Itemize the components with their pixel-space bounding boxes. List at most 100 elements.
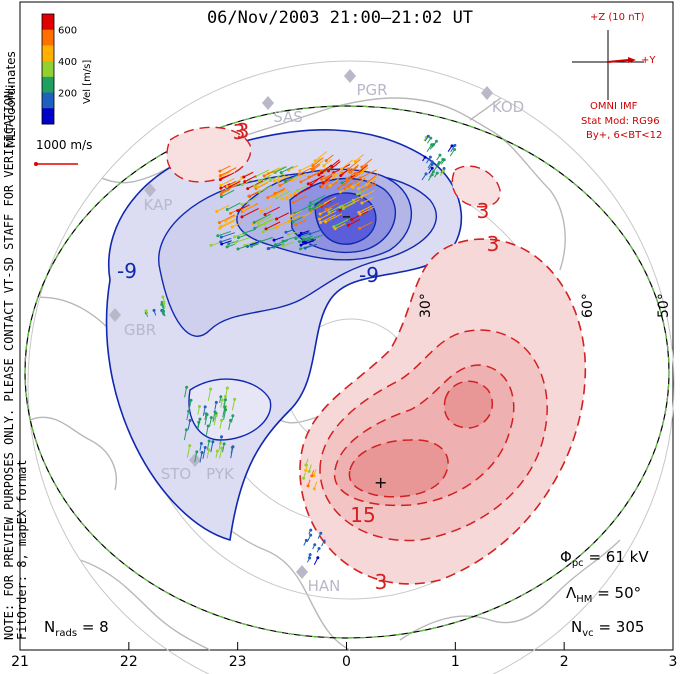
velocity-vector [268, 244, 281, 250]
vector-origin [308, 553, 312, 557]
velocity-vector [309, 203, 321, 210]
velocity-vector [260, 205, 272, 212]
velocity-vector [302, 212, 312, 218]
vector-origin [303, 246, 307, 250]
velocity-vector [188, 400, 192, 412]
velocity-vector [348, 179, 357, 187]
lat-label: 30° [418, 293, 434, 318]
vector-origin [243, 180, 247, 184]
velocity-vector [187, 420, 191, 430]
vector-origin [350, 217, 354, 221]
vector-origin [302, 237, 306, 241]
vector-origin [236, 209, 240, 213]
vector-origin [289, 214, 293, 218]
vector-origin [227, 242, 231, 246]
velocity-vector [299, 232, 309, 237]
velocity-vector [243, 171, 254, 178]
velocity-vector [328, 161, 341, 172]
velocity-vector [325, 213, 343, 223]
velocity-vector [202, 406, 206, 416]
velocity-vector [309, 229, 322, 235]
vector-origin [213, 410, 217, 414]
vector-origin [327, 210, 331, 214]
vector-origin [225, 185, 229, 189]
vector-origin [236, 247, 240, 251]
velocity-vector [359, 164, 368, 172]
velocity-vector [264, 170, 275, 177]
vector-origin [338, 208, 342, 212]
station-marker [262, 96, 274, 110]
vector-origin [231, 414, 235, 418]
velocity-vector [326, 181, 338, 188]
velocity-vector [361, 190, 375, 198]
velocity-vector [210, 441, 214, 453]
vector-origin [336, 186, 340, 190]
velocity-vector [343, 202, 356, 209]
colorbar-tick-label: 600 [58, 26, 77, 37]
vector-origin [209, 243, 213, 247]
velocity-vector [295, 218, 307, 226]
vector-origin [240, 203, 244, 207]
vector-origin [332, 174, 336, 178]
vector-origin [278, 184, 282, 188]
station-label: KAP [144, 196, 173, 214]
velocity-vector [367, 172, 380, 183]
vector-origin [442, 158, 446, 162]
vector-origin [283, 179, 287, 183]
vector-origin [324, 207, 328, 211]
vector-origin [215, 209, 219, 213]
velocity-vector [219, 214, 236, 224]
velocity-vector [288, 215, 301, 222]
vector-origin [223, 398, 227, 402]
velocity-vector [368, 180, 376, 187]
vector-origin [217, 221, 221, 225]
vector-origin [229, 418, 233, 422]
vector-origin [258, 224, 262, 228]
vector-origin [357, 187, 361, 191]
vector-origin [345, 177, 349, 181]
vector-origin [229, 211, 233, 215]
velocity-vector [212, 411, 216, 423]
colorbar-swatch [42, 61, 54, 78]
vector-origin [216, 234, 220, 238]
vector-origin [284, 230, 288, 234]
vector-origin [152, 308, 156, 312]
velocity-vector [357, 188, 369, 195]
velocity-vector [273, 166, 285, 173]
velocity-vector [299, 164, 312, 172]
vector-origin [279, 171, 283, 175]
velocity-vector [294, 205, 311, 214]
velocity-vector [243, 228, 257, 234]
velocity-vector [220, 237, 232, 243]
imf-source: OMNI IMF [590, 101, 638, 112]
colorbar-swatch [42, 108, 54, 125]
vector-origin [253, 184, 257, 188]
vector-origin [299, 247, 303, 251]
vector-origin [360, 195, 364, 199]
vector-origin [220, 435, 224, 439]
velocity-vector [281, 190, 299, 200]
vector-origin [218, 178, 222, 182]
velocity-vector [282, 241, 294, 247]
contour-label: 3 [375, 570, 388, 594]
velocity-vector [244, 175, 256, 183]
vector-origin [308, 201, 312, 205]
vector-origin [280, 197, 284, 201]
velocity-vector [229, 180, 241, 188]
vector-origin [327, 169, 331, 173]
vector-origin [185, 385, 189, 389]
vector-origin [430, 160, 434, 164]
mlt-tick-label: 2 [559, 654, 569, 670]
velocity-vectors [144, 134, 457, 565]
velocity-vector [257, 180, 271, 188]
velocity-vector [220, 178, 235, 186]
velocity-vector [280, 166, 294, 174]
vector-origin [233, 397, 237, 401]
vector-origin [225, 208, 229, 212]
vector-origin [313, 543, 317, 547]
vector-origin [441, 169, 445, 173]
vector-origin [275, 217, 279, 221]
velocity-vector [264, 217, 277, 225]
velocity-vector [325, 202, 340, 210]
vector-origin [325, 185, 329, 189]
